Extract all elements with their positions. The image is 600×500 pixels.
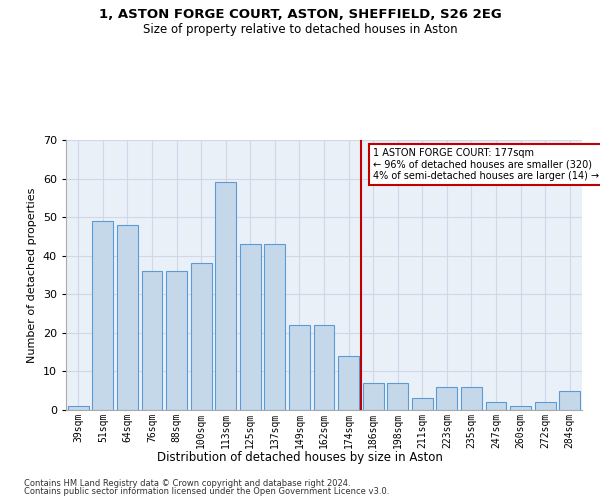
Bar	[191, 264, 212, 410]
Bar	[289, 325, 310, 410]
Text: 1, ASTON FORGE COURT, ASTON, SHEFFIELD, S26 2EG: 1, ASTON FORGE COURT, ASTON, SHEFFIELD, …	[98, 8, 502, 20]
Bar	[510, 406, 531, 410]
Bar	[461, 387, 482, 410]
Bar	[166, 271, 187, 410]
Text: Contains HM Land Registry data © Crown copyright and database right 2024.: Contains HM Land Registry data © Crown c…	[24, 478, 350, 488]
Bar	[535, 402, 556, 410]
Text: Distribution of detached houses by size in Aston: Distribution of detached houses by size …	[157, 451, 443, 464]
Bar	[117, 225, 138, 410]
Bar	[68, 406, 89, 410]
Text: Contains public sector information licensed under the Open Government Licence v3: Contains public sector information licen…	[24, 487, 389, 496]
Bar	[142, 271, 163, 410]
Bar	[338, 356, 359, 410]
Bar	[215, 182, 236, 410]
Bar	[92, 221, 113, 410]
Bar	[265, 244, 286, 410]
Bar	[485, 402, 506, 410]
Text: 1 ASTON FORGE COURT: 177sqm
← 96% of detached houses are smaller (320)
4% of sem: 1 ASTON FORGE COURT: 177sqm ← 96% of det…	[373, 148, 599, 181]
Bar	[559, 390, 580, 410]
Bar	[387, 383, 408, 410]
Bar	[240, 244, 261, 410]
Bar	[362, 383, 383, 410]
Bar	[412, 398, 433, 410]
Bar	[314, 325, 334, 410]
Text: Size of property relative to detached houses in Aston: Size of property relative to detached ho…	[143, 22, 457, 36]
Y-axis label: Number of detached properties: Number of detached properties	[27, 188, 37, 362]
Bar	[436, 387, 457, 410]
